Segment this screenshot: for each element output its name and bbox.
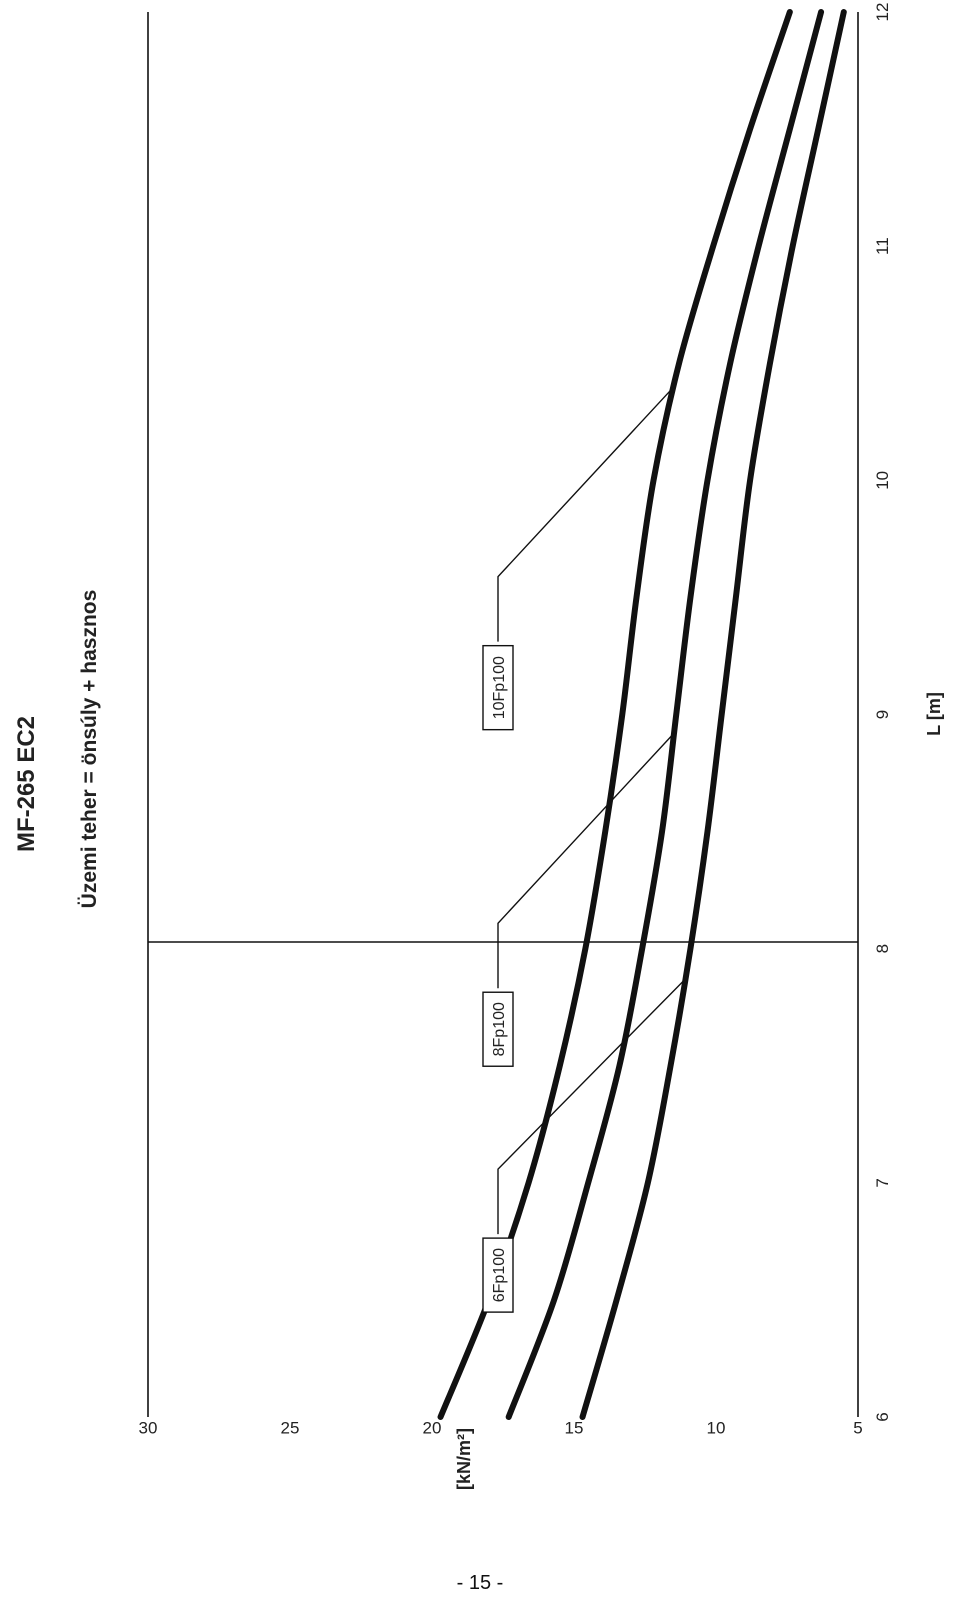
series-label-8Fp100: 8Fp100 (491, 1002, 508, 1056)
svg-text:5: 5 (853, 1418, 862, 1437)
x-tick-label: 8 (873, 944, 892, 953)
svg-text:20: 20 (423, 1418, 442, 1437)
chart-subtitle: Üzemi teher = önsúly + hasznos (78, 590, 101, 909)
x-axis-label: L [m] (924, 692, 944, 736)
series-line-8Fp100 (505, 9, 825, 1420)
x-tick-label: 10 (873, 471, 892, 490)
leader-line-8Fp100 (497, 732, 675, 989)
svg-text:25: 25 (281, 1418, 300, 1437)
series-lines (437, 9, 847, 1420)
y-tick-label: 20 (423, 1418, 442, 1437)
y-tick-labels: 5 10 15 20 25 30 (139, 1418, 863, 1437)
series-label-10Fp100: 10Fp100 (491, 656, 508, 719)
x-tick-label: 6 (873, 1412, 892, 1421)
x-tick-label: 7 (873, 1178, 892, 1187)
y-tick-label: 30 (139, 1418, 158, 1437)
y-tick-label: 25 (281, 1418, 300, 1437)
series-line-6Fp100 (579, 9, 847, 1420)
leader-line-10Fp100 (497, 386, 675, 642)
y-axis-label: [kN/m²] (454, 1428, 474, 1490)
x-tick-label: 11 (873, 237, 892, 255)
leader-line-6Fp100 (497, 978, 686, 1235)
svg-text:10: 10 (707, 1418, 726, 1437)
page-number: - 15 - (456, 1572, 504, 1594)
rotated-plot: 6 7 8 9 10 11 12 5 10 15 20 25 30 6Fp100 8Fp100 10Fp1… (13, 3, 944, 1490)
y-tick-label: 5 (853, 1418, 862, 1437)
chart-title: MF-265 EC2 (13, 716, 40, 852)
x-tick-label: 9 (873, 710, 892, 719)
y-tick-label: 15 (565, 1418, 584, 1437)
x-tick-label: 12 (873, 3, 892, 22)
series-annotations: 6Fp100 8Fp100 10Fp100 (482, 386, 686, 1313)
svg-text:30: 30 (139, 1418, 158, 1437)
series-line-10Fp100 (437, 9, 793, 1420)
svg-text:15: 15 (565, 1418, 584, 1437)
label-box-10Fp100 (482, 644, 514, 731)
label-box-8Fp100 (482, 991, 514, 1067)
x-tick-labels: 6 7 8 9 10 11 12 (873, 3, 892, 1422)
label-box-6Fp100 (482, 1237, 514, 1313)
series-label-6Fp100: 6Fp100 (491, 1248, 508, 1302)
y-tick-label: 10 (707, 1418, 726, 1437)
